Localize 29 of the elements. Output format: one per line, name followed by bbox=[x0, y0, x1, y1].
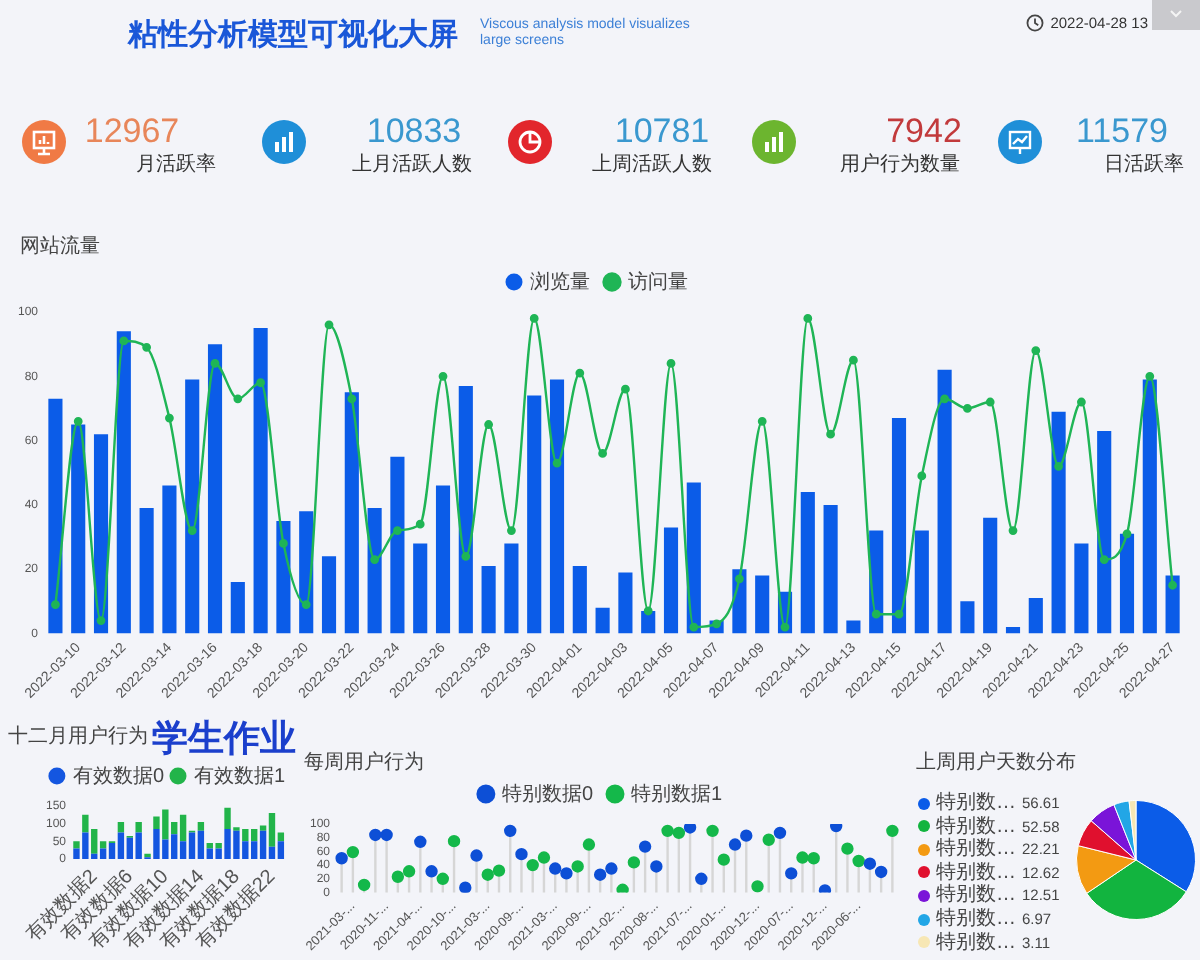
legend-label: 特别数据1 bbox=[631, 781, 723, 806]
text: 粘性分析模型可视化大屏 bbox=[128, 18, 458, 54]
legend-label: 特别数… bbox=[936, 861, 1018, 884]
legend-label: 有效数据0 bbox=[72, 763, 165, 788]
data-label: 10781 bbox=[612, 112, 712, 152]
legend-label: 特别数… bbox=[936, 792, 1018, 814]
text: 学生作业 bbox=[152, 716, 296, 760]
chart-title: 每周用户行为 bbox=[304, 752, 424, 776]
legend-label: 有效数据1 bbox=[194, 763, 286, 788]
legend-label: 特别数… bbox=[936, 931, 1018, 954]
chart-title: 十二月用户行为 bbox=[8, 726, 148, 750]
category-label: 日活跃率 bbox=[1104, 154, 1184, 178]
legend-label: 特别数… bbox=[936, 838, 1018, 861]
legend-label: 特别数… bbox=[936, 815, 1018, 838]
legend-label: 浏览量 bbox=[530, 269, 590, 294]
legend-label: 特别数据0 bbox=[501, 781, 594, 806]
data-label: 11579 bbox=[1073, 112, 1170, 152]
chart-title: 上周用户天数分布 bbox=[916, 752, 1076, 776]
category-label: 上月活跃人数 bbox=[352, 154, 472, 178]
category-label: 上周活跃人数 bbox=[592, 154, 712, 178]
category-label: 月活跃率 bbox=[136, 154, 216, 178]
category-label: 用户行为数量 bbox=[840, 154, 960, 178]
chart-title: 网站流量 bbox=[20, 236, 100, 260]
legend-label: 访问量 bbox=[628, 269, 688, 294]
legend-label: 特别数… bbox=[936, 884, 1018, 907]
legend-label: 特别数… bbox=[936, 908, 1018, 930]
data-label: 7942 bbox=[884, 112, 964, 152]
data-label: 10833 bbox=[364, 112, 464, 152]
data-label: 12967 bbox=[82, 112, 182, 152]
